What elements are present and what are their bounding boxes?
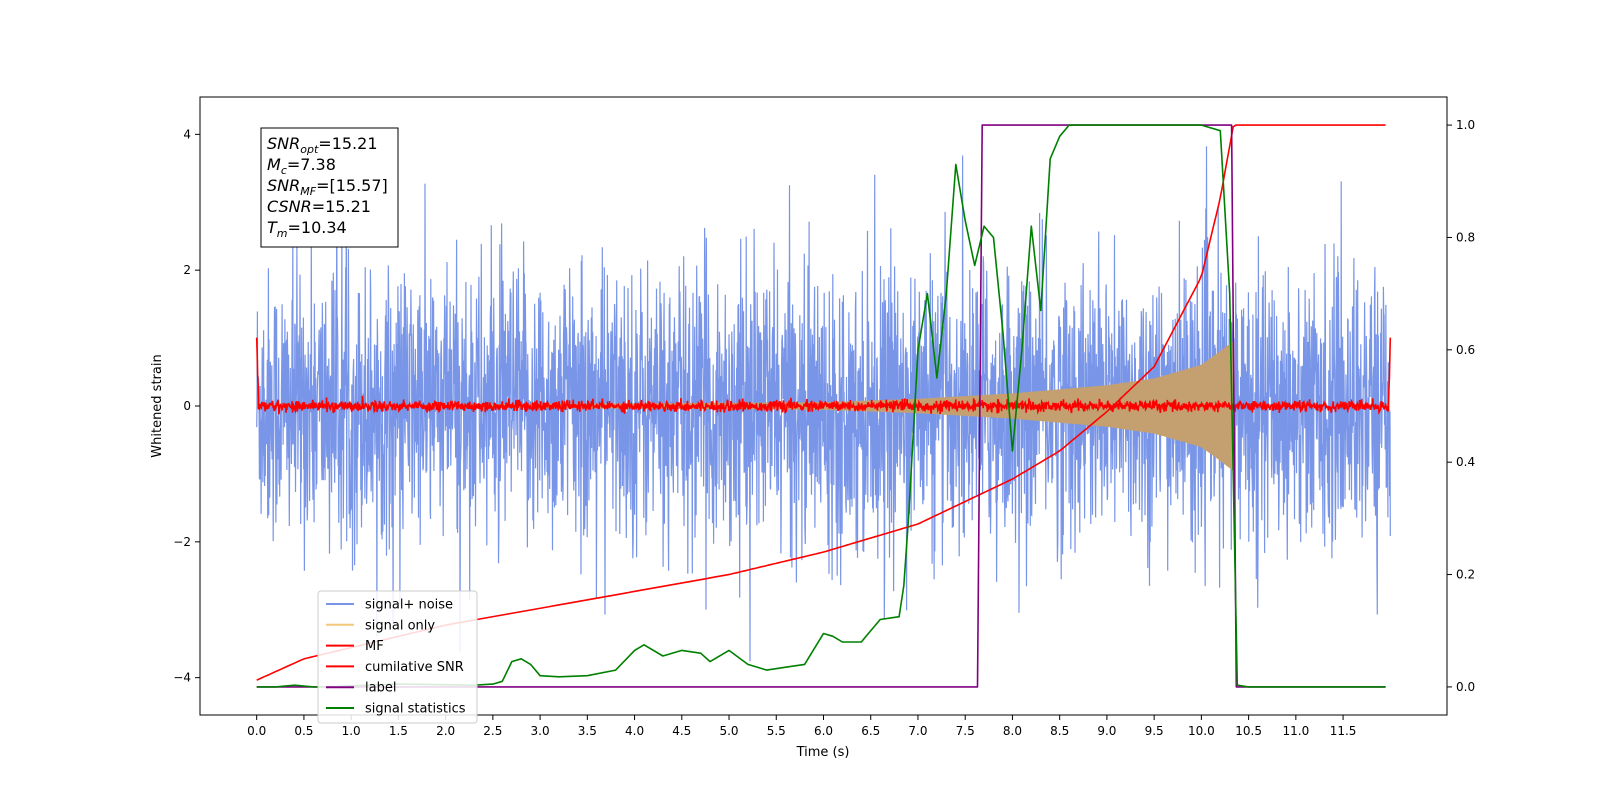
x-tick-label: 0.0	[247, 724, 266, 738]
legend-label: label	[365, 681, 396, 696]
x-tick-label: 7.0	[908, 724, 927, 738]
x-tick-label: 5.0	[719, 724, 738, 738]
y-left-tick-label: −4	[173, 671, 191, 685]
legend-label: signal only	[365, 618, 435, 633]
x-tick-label: 9.0	[1097, 724, 1116, 738]
y-axis-right: 0.0 0.2 0.4 0.6 0.8 1.0	[1447, 118, 1475, 694]
x-tick-label: 0.5	[294, 724, 313, 738]
x-tick-label: 1.0	[342, 724, 361, 738]
x-tick-label: 2.0	[436, 724, 455, 738]
x-tick-label: 4.5	[672, 724, 691, 738]
y-right-tick-label: 0.2	[1456, 568, 1475, 582]
x-tick-label: 10.0	[1188, 724, 1215, 738]
annotation-line: SNRopt=15.21	[267, 134, 378, 156]
y-right-tick-label: 0.4	[1456, 455, 1475, 469]
y-axis-title: Whitened strain	[150, 354, 165, 457]
x-tick-label: 6.0	[814, 724, 833, 738]
series-layer	[255, 124, 1392, 688]
legend-label: signal+ noise	[365, 598, 453, 613]
x-tick-label: 3.0	[531, 724, 550, 738]
annotation-line: SNRMF=[15.57]	[267, 176, 388, 198]
legend-label: signal statistics	[365, 702, 466, 717]
legend: signal+ noise signal only MF cumilative SNR…	[317, 590, 478, 724]
x-tick-label: 8.5	[1050, 724, 1069, 738]
annotation-line: Tm=10.34	[267, 218, 347, 240]
stats-annotation-box: SNRopt=15.21Mc=7.38SNRMF=[15.57]CSNR=15.…	[260, 127, 399, 248]
y-right-tick-label: 0.0	[1456, 680, 1475, 694]
y-left-tick-label: 2	[183, 263, 191, 277]
x-axis-title: Time (s)	[796, 745, 850, 760]
legend-label: cumilative SNR	[365, 660, 464, 675]
x-tick-label: 9.5	[1145, 724, 1164, 738]
annotation-frame	[260, 127, 399, 248]
x-tick-label: 10.5	[1235, 724, 1262, 738]
series-signal-plus-noise	[256, 146, 1391, 662]
y-left-tick-label: 4	[183, 127, 191, 141]
x-tick-label: 5.5	[767, 724, 786, 738]
legend-label: MF	[365, 639, 384, 654]
series-signal-statistics	[256, 124, 1386, 688]
annotation-line: CSNR=15.21	[267, 197, 371, 216]
legend-frame	[317, 590, 478, 724]
x-tick-label: 11.5	[1330, 724, 1357, 738]
x-tick-label: 3.5	[578, 724, 597, 738]
y-left-tick-label: 0	[183, 399, 191, 413]
y-axis-left: −4 −2 0 2 4	[173, 127, 200, 685]
x-tick-label: 4.0	[625, 724, 644, 738]
y-left-tick-label: −2	[173, 535, 191, 549]
x-tick-label: 2.5	[483, 724, 502, 738]
y-right-tick-label: 1.0	[1456, 118, 1475, 132]
x-tick-label: 8.0	[1003, 724, 1022, 738]
x-tick-label: 6.5	[861, 724, 880, 738]
x-tick-label: 1.5	[389, 724, 408, 738]
y-right-tick-label: 0.8	[1456, 230, 1475, 244]
y-right-tick-label: 0.6	[1456, 343, 1475, 357]
annotation-line: Mc=7.38	[267, 155, 336, 177]
series-mf	[255, 337, 1392, 415]
x-tick-label: 11.0	[1282, 724, 1309, 738]
x-axis: 0.0 0.5 1.0 1.5 2.0 2.5 3.0 3.5 4.0 4.5 5.0 5.5 6.0 6…	[247, 715, 1356, 738]
x-tick-label: 7.5	[956, 724, 975, 738]
